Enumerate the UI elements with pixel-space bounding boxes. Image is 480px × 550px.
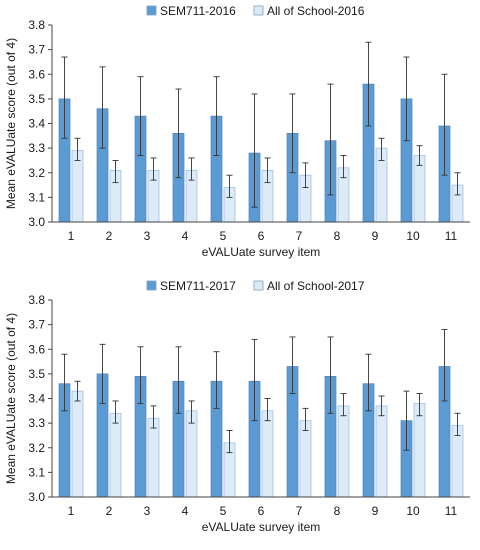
x-tick-label: 4 [182, 504, 189, 518]
y-tick-label: 3.8 [28, 293, 45, 307]
legend: SEM711-2016 All of School-2016 [146, 4, 365, 18]
bar-school [261, 410, 274, 498]
bar-school [375, 405, 388, 498]
y-tick-label: 3.5 [28, 92, 45, 106]
bar-school [147, 417, 160, 498]
y-tick-label: 3.7 [28, 43, 45, 57]
bar-school [337, 405, 350, 498]
chart-panel-2017: SEM711-2017 All of School-2017 Mean eVALUa… [0, 275, 480, 550]
legend: SEM711-2017 All of School-2017 [146, 279, 365, 293]
x-tick-label: 3 [144, 229, 151, 243]
legend-label: All of School-2016 [267, 4, 365, 18]
x-tick-label: 7 [296, 229, 303, 243]
x-tick-label: 11 [445, 504, 458, 518]
x-tick-label: 11 [445, 229, 458, 243]
bar-school [299, 420, 312, 498]
legend-label: All of School-2017 [267, 279, 365, 293]
legend-swatch [253, 280, 264, 291]
legend-swatch [146, 5, 157, 16]
y-tick-label: 3.1 [28, 190, 45, 204]
y-tick-label: 3.2 [28, 441, 45, 455]
y-tick-label: 3.6 [28, 342, 45, 356]
bar-school [109, 412, 122, 498]
legend-swatch [253, 5, 264, 16]
x-tick-label: 5 [220, 504, 227, 518]
y-tick-label: 3.4 [28, 117, 45, 131]
y-tick-label: 3.7 [28, 318, 45, 332]
chart-2016: SEM711-2016 All of School-2016 Mean eVALUa… [4, 4, 470, 259]
x-tick-label: 1 [68, 229, 75, 243]
x-tick-label: 10 [406, 504, 420, 518]
x-tick-label: 10 [406, 229, 420, 243]
x-tick-label: 6 [258, 229, 265, 243]
y-tick-label: 3.4 [28, 392, 45, 406]
y-axis-label: Mean eVALUate score (out of 4) [4, 313, 18, 484]
x-tick-label: 6 [258, 504, 265, 518]
x-tick-label: 2 [106, 229, 113, 243]
y-tick-label: 3.0 [28, 215, 45, 229]
legend-swatch [146, 280, 157, 291]
x-axis-label: eVALUate survey item [202, 520, 321, 534]
x-tick-label: 3 [144, 504, 151, 518]
x-tick-label: 5 [220, 229, 227, 243]
chart-panel-2016: SEM711-2016 All of School-2016 Mean eVALUa… [4, 4, 470, 259]
y-tick-label: 3.5 [28, 367, 45, 381]
x-tick-label: 1 [68, 504, 75, 518]
bar-school [71, 390, 84, 498]
legend-label: SEM711-2016 [160, 4, 236, 18]
x-tick-label: 7 [296, 504, 303, 518]
x-tick-label: 9 [372, 504, 379, 518]
y-tick-label: 3.2 [28, 166, 45, 180]
x-tick-label: 8 [334, 504, 341, 518]
bar-school [71, 150, 84, 223]
y-tick-label: 3.1 [28, 465, 45, 479]
bar-school [451, 425, 464, 498]
y-axis-label: Mean eVALUate score (out of 4) [4, 38, 18, 209]
y-tick-label: 3.8 [28, 18, 45, 32]
y-tick-label: 3.3 [28, 141, 45, 155]
x-tick-label: 2 [106, 504, 113, 518]
x-tick-label: 8 [334, 229, 341, 243]
bar-school [413, 403, 426, 498]
chart-2017: SEM711-2017 All of School-2017 Mean eVALUa… [4, 279, 470, 534]
y-tick-label: 3.3 [28, 416, 45, 430]
legend-label: SEM711-2017 [160, 279, 236, 293]
x-tick-label: 4 [182, 229, 189, 243]
bar-school [185, 410, 198, 498]
x-axis-label: eVALUate survey item [202, 245, 321, 259]
y-tick-label: 3.6 [28, 67, 45, 81]
y-tick-label: 3.0 [28, 490, 45, 504]
x-tick-label: 9 [372, 229, 379, 243]
